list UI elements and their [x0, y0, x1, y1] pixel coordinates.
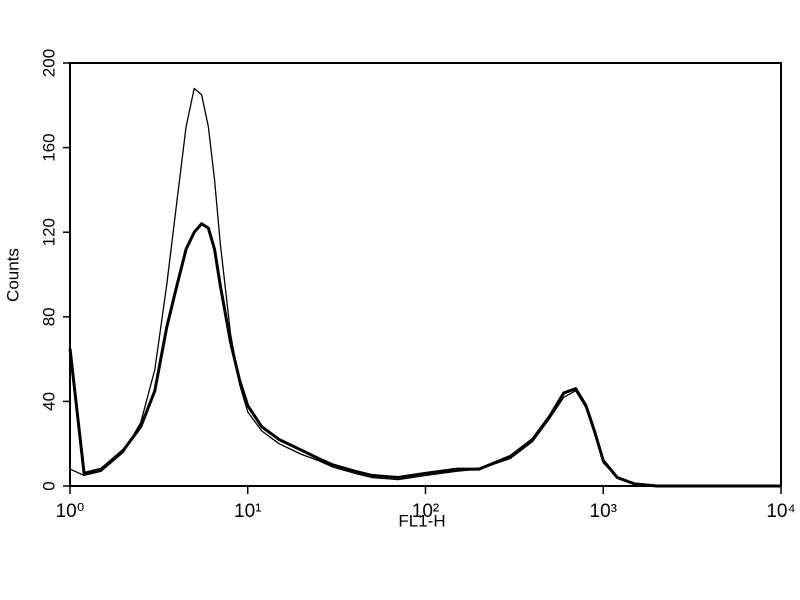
- y-axis-title: Counts: [3, 248, 22, 302]
- x-tick-label: 10²: [412, 501, 439, 522]
- y-tick-label: 160: [39, 133, 58, 161]
- y-tick-label: 200: [39, 49, 58, 77]
- y-tick-label: 120: [39, 218, 58, 246]
- series-line: [68, 222, 781, 488]
- y-tick-label: 0: [39, 481, 58, 490]
- x-tick-label: 10⁰: [56, 501, 85, 522]
- x-tick-label: 10¹: [234, 501, 261, 522]
- x-axis-title: FL1-H: [398, 511, 445, 530]
- x-tick-label: 10³: [590, 501, 617, 522]
- y-tick-label: 40: [39, 392, 58, 411]
- x-tick-label: 10⁴: [766, 501, 795, 522]
- y-tick-label: 80: [39, 307, 58, 326]
- plot-frame: [69, 62, 782, 487]
